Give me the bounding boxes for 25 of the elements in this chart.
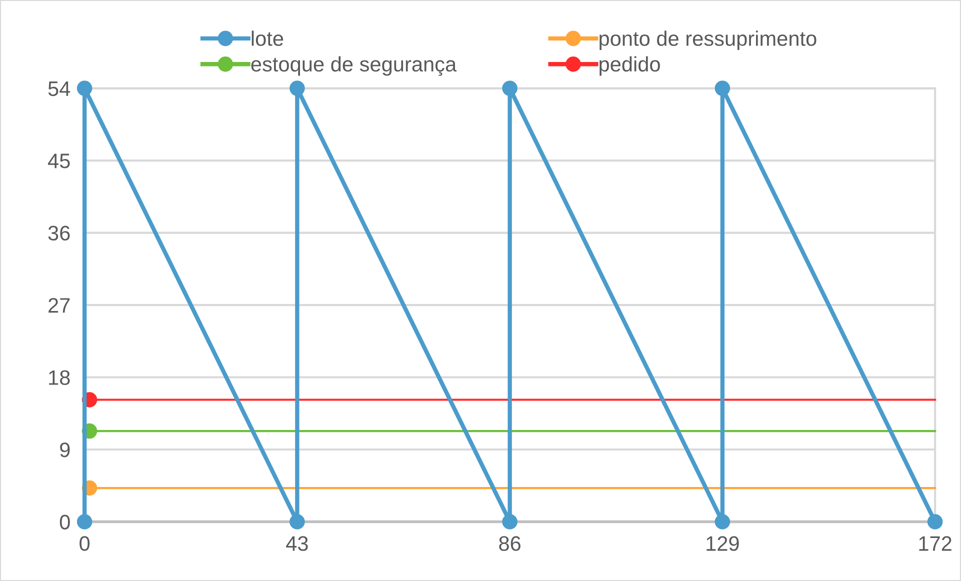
legend-label: pedido <box>600 56 660 76</box>
point <box>714 514 730 530</box>
y-tick-label: 45 <box>48 154 70 168</box>
point <box>714 80 730 96</box>
x-tick-label: 129 <box>706 536 739 551</box>
point <box>927 514 943 530</box>
y-tick-label: 18 <box>49 370 70 386</box>
point <box>76 80 92 96</box>
point <box>502 80 518 96</box>
legend-label: estoque de segurança <box>251 56 457 76</box>
x-tick-label: 86 <box>499 536 520 551</box>
y-tick-label: 54 <box>48 82 70 96</box>
legend-label: lote <box>252 30 284 46</box>
point <box>290 514 305 530</box>
legend-label: ponto de ressuprimento <box>600 30 816 50</box>
point <box>290 80 305 96</box>
y-tick-label: 0 <box>60 514 70 530</box>
y-tick-label: 9 <box>60 442 70 458</box>
x-tick-label: 0 <box>80 536 90 551</box>
x-tick-label: 172 <box>919 536 952 551</box>
point <box>76 514 92 530</box>
x-tick-label: 43 <box>286 536 308 551</box>
y-tick-label: 27 <box>48 298 70 313</box>
y-tick-label: 36 <box>48 226 70 241</box>
point <box>502 514 518 530</box>
